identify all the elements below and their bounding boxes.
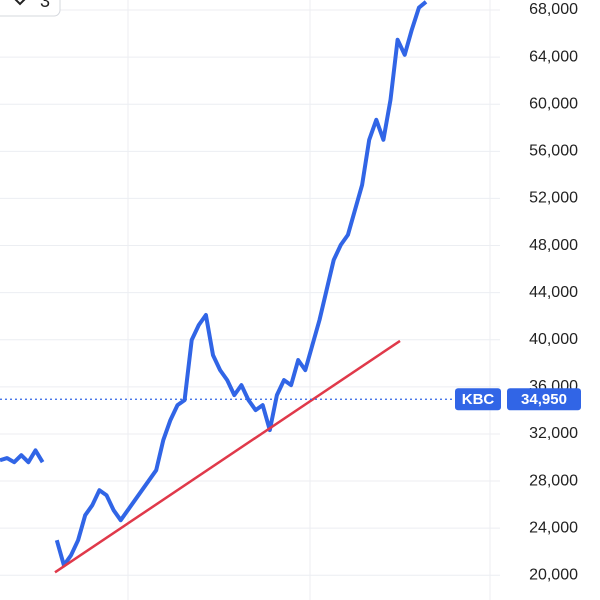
price-label: 34,950 bbox=[521, 391, 567, 408]
y-tick-label: 32,000 bbox=[529, 425, 578, 442]
trend-line bbox=[54, 339, 401, 574]
y-tick-label: 60,000 bbox=[529, 95, 578, 112]
y-tick-label: 44,000 bbox=[529, 284, 578, 301]
y-tick-label: 52,000 bbox=[529, 190, 578, 207]
y-tick-label: 64,000 bbox=[529, 48, 578, 65]
toolbar-button[interactable]: 3 bbox=[0, 0, 61, 17]
badge: 3 bbox=[40, 0, 50, 11]
price-line bbox=[0, 0, 428, 568]
y-tick-label: 68,000 bbox=[529, 1, 578, 18]
y-tick-label: 56,000 bbox=[529, 143, 578, 160]
plot: 20,00024,00028,00032,00036,00040,00044,0… bbox=[0, 0, 581, 584]
y-tick-label: 40,000 bbox=[529, 331, 578, 348]
y-tick-label: 28,000 bbox=[529, 472, 578, 489]
y-tick-label: 48,000 bbox=[529, 237, 578, 254]
chevron bbox=[14, 0, 26, 6]
symbol-label: KBC bbox=[462, 391, 495, 408]
y-tick-label: 20,000 bbox=[529, 566, 578, 583]
price-tag bbox=[507, 388, 581, 411]
button-frame[interactable] bbox=[0, 0, 61, 17]
y-tick-label: 24,000 bbox=[529, 519, 578, 536]
symbol-tag bbox=[455, 388, 501, 411]
